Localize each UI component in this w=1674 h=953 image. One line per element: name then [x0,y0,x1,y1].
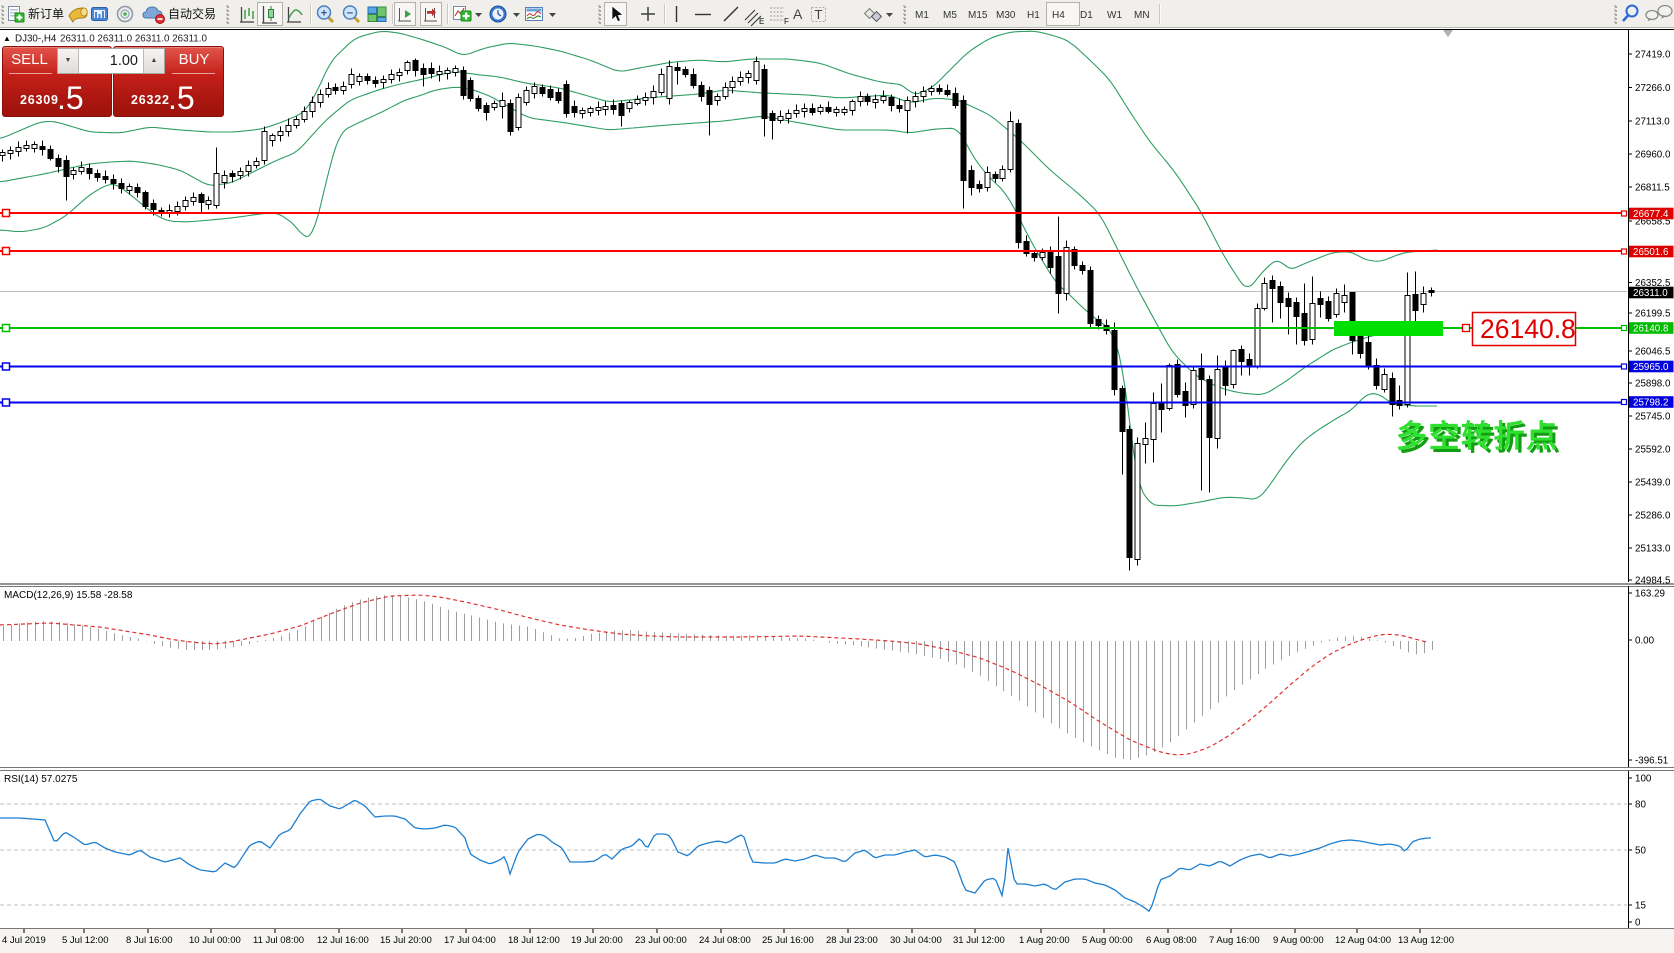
svg-text:26140.8: 26140.8 [1480,314,1576,344]
svg-text:23 Jul 00:00: 23 Jul 00:00 [635,935,687,946]
svg-text:MACD(12,26,9) 15.58 -28.58: MACD(12,26,9) 15.58 -28.58 [4,590,133,601]
svg-text:26677.4: 26677.4 [1633,209,1669,220]
svg-text:M5: M5 [943,10,957,21]
svg-text:T: T [815,7,823,22]
svg-text:25898.0: 25898.0 [1635,379,1671,390]
svg-text:11 Jul 08:00: 11 Jul 08:00 [253,935,304,946]
svg-text:26046.5: 26046.5 [1635,347,1671,358]
svg-text:9 Aug 00:00: 9 Aug 00:00 [1273,935,1324,946]
svg-text:M30: M30 [996,10,1016,21]
svg-text:W1: W1 [1107,10,1122,21]
svg-text:新订单: 新订单 [28,6,64,21]
svg-text:RSI(14) 57.0275: RSI(14) 57.0275 [4,774,78,785]
svg-text:24 Jul 08:00: 24 Jul 08:00 [699,935,751,946]
svg-text:24984.5: 24984.5 [1635,576,1671,587]
svg-text:E: E [759,17,764,26]
svg-text:28 Jul 23:00: 28 Jul 23:00 [826,935,878,946]
svg-text:13 Aug 12:00: 13 Aug 12:00 [1398,935,1454,946]
svg-text:M1: M1 [915,10,929,21]
svg-text:1 Aug 20:00: 1 Aug 20:00 [1019,935,1070,946]
svg-text:A: A [793,6,803,22]
svg-text:M15: M15 [968,10,988,21]
svg-text:17 Jul 04:00: 17 Jul 04:00 [444,935,496,946]
svg-text:26311.0: 26311.0 [1633,288,1668,299]
svg-text:MN: MN [1134,10,1150,21]
svg-text:0.00: 0.00 [1635,636,1655,647]
svg-text:25592.0: 25592.0 [1635,445,1671,456]
svg-text:DJ30-,H4: DJ30-,H4 [15,34,57,45]
svg-text:多空转折点: 多空转折点 [1399,422,1562,457]
svg-text:5 Jul 12:00: 5 Jul 12:00 [62,935,108,946]
svg-text:▲: ▲ [3,34,11,43]
svg-text:−: − [347,8,353,20]
svg-text:25965.0: 25965.0 [1633,362,1669,373]
svg-text:25 Jul 16:00: 25 Jul 16:00 [762,935,814,946]
svg-text:12 Aug 04:00: 12 Aug 04:00 [1335,935,1391,946]
svg-text:4 Jul 2019: 4 Jul 2019 [2,935,46,946]
svg-text:H1: H1 [1027,10,1040,21]
svg-text:26140.8: 26140.8 [1633,324,1669,335]
svg-text:15 Jul 20:00: 15 Jul 20:00 [380,935,432,946]
svg-text:D1: D1 [1080,10,1093,21]
svg-text:H4: H4 [1052,10,1065,21]
svg-text:30 Jul 04:00: 30 Jul 04:00 [890,935,942,946]
svg-text:26811.5: 26811.5 [1635,183,1670,194]
svg-text:25439.0: 25439.0 [1635,478,1671,489]
svg-text:7 Aug 16:00: 7 Aug 16:00 [1209,935,1260,946]
svg-text:26199.5: 26199.5 [1635,309,1671,320]
svg-text:27266.0: 27266.0 [1635,83,1671,94]
svg-text:27419.0: 27419.0 [1635,50,1671,61]
svg-text:26658.5: 26658.5 [1635,217,1671,228]
svg-text:26311.0 26311.0 26311.0 26311.: 26311.0 26311.0 26311.0 26311.0 [60,34,207,45]
svg-text:15: 15 [1635,901,1646,912]
svg-text:5 Aug 00:00: 5 Aug 00:00 [1082,935,1133,946]
svg-text:80: 80 [1635,800,1646,811]
svg-text:25798.2: 25798.2 [1633,398,1668,409]
svg-text:-396.51: -396.51 [1635,756,1668,767]
svg-text:F: F [784,17,789,26]
svg-text:6 Aug 08:00: 6 Aug 08:00 [1146,935,1197,946]
svg-text:26501.6: 26501.6 [1633,247,1669,258]
svg-text:0: 0 [1635,918,1641,929]
svg-text:25745.0: 25745.0 [1635,412,1671,423]
svg-text:26960.0: 26960.0 [1635,150,1671,161]
svg-text:31 Jul 12:00: 31 Jul 12:00 [953,935,1005,946]
svg-text:自动交易: 自动交易 [168,6,216,21]
svg-text:8 Jul 16:00: 8 Jul 16:00 [126,935,172,946]
svg-text:19 Jul 20:00: 19 Jul 20:00 [571,935,623,946]
svg-text:26352.5: 26352.5 [1635,278,1671,289]
svg-text:163.29: 163.29 [1635,589,1665,600]
svg-text:多空转折点: 多空转折点 [1396,419,1559,454]
svg-text:25133.0: 25133.0 [1635,544,1671,555]
svg-text:50: 50 [1635,846,1646,857]
svg-text:25286.0: 25286.0 [1635,511,1671,522]
svg-text:27113.0: 27113.0 [1635,117,1670,128]
svg-text:+: + [321,8,327,20]
svg-text:10 Jul 00:00: 10 Jul 00:00 [189,935,241,946]
svg-text:12 Jul 16:00: 12 Jul 16:00 [317,935,369,946]
svg-text:18 Jul 12:00: 18 Jul 12:00 [508,935,560,946]
svg-text:100: 100 [1635,774,1652,785]
